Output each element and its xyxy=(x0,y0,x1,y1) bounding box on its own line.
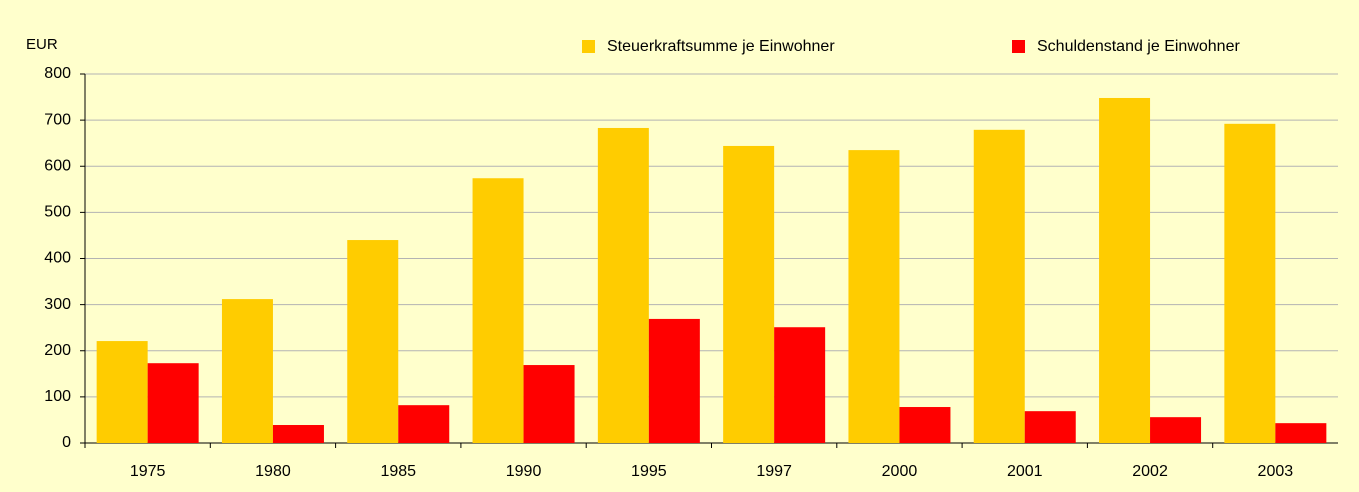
y-tick-label: 300 xyxy=(44,296,71,313)
bar xyxy=(1024,411,1076,443)
bar xyxy=(597,127,649,443)
x-tick-label: 1980 xyxy=(255,463,291,480)
legend-swatch xyxy=(1012,40,1025,53)
bar xyxy=(648,318,700,443)
y-tick-label: 700 xyxy=(44,111,71,128)
x-tick-label: 1997 xyxy=(756,463,792,480)
y-tick-label: 400 xyxy=(44,250,71,267)
y-tick-label: 800 xyxy=(44,65,71,82)
bar xyxy=(147,363,199,443)
y-tick-label: 600 xyxy=(44,157,71,174)
y-tick-label: 500 xyxy=(44,204,71,221)
bar xyxy=(1099,97,1151,444)
bar xyxy=(1224,123,1276,443)
bar xyxy=(523,365,575,443)
x-tick-label: 1995 xyxy=(631,463,667,480)
x-tick-label: 1985 xyxy=(380,463,416,480)
bar xyxy=(899,407,951,443)
bar xyxy=(1150,417,1202,443)
x-tick-label: 1975 xyxy=(130,463,166,480)
x-tick-label: 1990 xyxy=(506,463,542,480)
x-tick-label: 2003 xyxy=(1258,463,1294,480)
y-tick-label: 200 xyxy=(44,342,71,359)
y-tick-label: 100 xyxy=(44,388,71,405)
bar xyxy=(398,405,450,443)
bar xyxy=(723,145,775,443)
legend-swatch xyxy=(582,40,595,53)
bar xyxy=(848,150,900,443)
bar xyxy=(973,129,1025,443)
x-tick-label: 2001 xyxy=(1007,463,1043,480)
y-tick-label: 0 xyxy=(62,434,71,451)
legend-label: Steuerkraftsumme je Einwohner xyxy=(607,38,835,55)
bar xyxy=(472,178,524,443)
x-tick-label: 2000 xyxy=(882,463,918,480)
legend-label: Schuldenstand je Einwohner xyxy=(1037,38,1240,55)
bar xyxy=(272,425,324,443)
bar xyxy=(221,299,273,443)
bar xyxy=(774,327,826,443)
bar xyxy=(347,240,399,443)
x-tick-label: 2002 xyxy=(1132,463,1168,480)
bar xyxy=(96,341,148,443)
bar xyxy=(1275,423,1327,443)
y-axis-label: EUR xyxy=(26,36,58,53)
